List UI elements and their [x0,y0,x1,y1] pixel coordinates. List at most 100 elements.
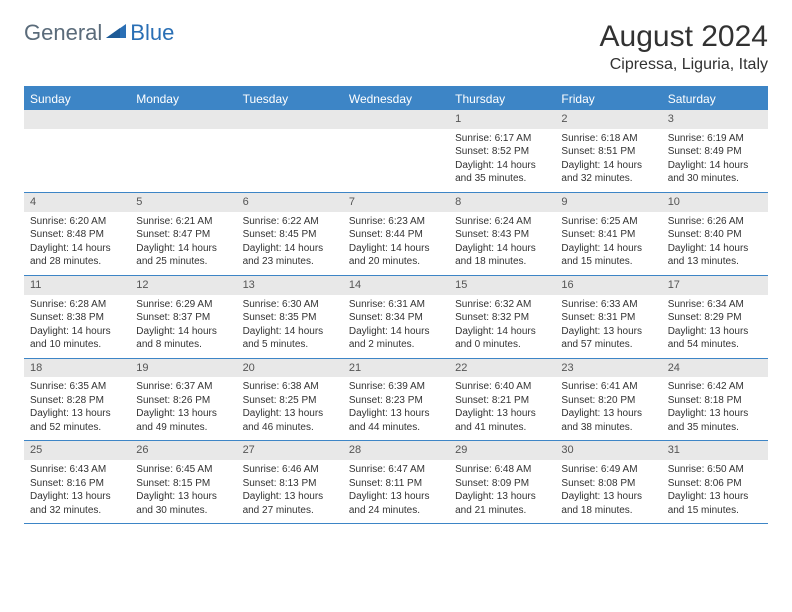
logo: General Blue [24,20,174,46]
week-row: 18Sunrise: 6:35 AMSunset: 8:28 PMDayligh… [24,359,768,442]
day-cell: 3Sunrise: 6:19 AMSunset: 8:49 PMDaylight… [662,110,768,192]
sunrise-line: Sunrise: 6:25 AM [561,215,655,229]
day-body: Sunrise: 6:47 AMSunset: 8:11 PMDaylight:… [343,460,449,523]
sunrise-line: Sunrise: 6:19 AM [668,132,762,146]
sunset-line: Sunset: 8:49 PM [668,145,762,159]
day-body: Sunrise: 6:24 AMSunset: 8:43 PMDaylight:… [449,212,555,275]
day-number: 4 [24,193,130,212]
day-cell: 6Sunrise: 6:22 AMSunset: 8:45 PMDaylight… [237,193,343,275]
sunset-line: Sunset: 8:52 PM [455,145,549,159]
sunset-line: Sunset: 8:25 PM [243,394,337,408]
daylight-line: Daylight: 13 hours and 15 minutes. [668,490,762,517]
day-body: Sunrise: 6:40 AMSunset: 8:21 PMDaylight:… [449,377,555,440]
day-number: 2 [555,110,661,129]
sunrise-line: Sunrise: 6:20 AM [30,215,124,229]
day-number: 11 [24,276,130,295]
daylight-line: Daylight: 14 hours and 32 minutes. [561,159,655,186]
day-number: 18 [24,359,130,378]
sunrise-line: Sunrise: 6:28 AM [30,298,124,312]
month-title: August 2024 [600,20,768,54]
day-number: 27 [237,441,343,460]
day-cell: 22Sunrise: 6:40 AMSunset: 8:21 PMDayligh… [449,359,555,441]
daylight-line: Daylight: 13 hours and 52 minutes. [30,407,124,434]
daylight-line: Daylight: 13 hours and 44 minutes. [349,407,443,434]
sunset-line: Sunset: 8:38 PM [30,311,124,325]
daylight-line: Daylight: 14 hours and 28 minutes. [30,242,124,269]
day-cell: 12Sunrise: 6:29 AMSunset: 8:37 PMDayligh… [130,276,236,358]
weekday-label: Saturday [662,88,768,110]
title-block: August 2024 Cipressa, Liguria, Italy [600,20,768,74]
sunset-line: Sunset: 8:43 PM [455,228,549,242]
sunset-line: Sunset: 8:06 PM [668,477,762,491]
week-row: 11Sunrise: 6:28 AMSunset: 8:38 PMDayligh… [24,276,768,359]
sunrise-line: Sunrise: 6:29 AM [136,298,230,312]
day-number: 30 [555,441,661,460]
daylight-line: Daylight: 14 hours and 18 minutes. [455,242,549,269]
sunset-line: Sunset: 8:08 PM [561,477,655,491]
day-cell: 1Sunrise: 6:17 AMSunset: 8:52 PMDaylight… [449,110,555,192]
sunrise-line: Sunrise: 6:50 AM [668,463,762,477]
weekday-row: SundayMondayTuesdayWednesdayThursdayFrid… [24,88,768,110]
day-body: Sunrise: 6:26 AMSunset: 8:40 PMDaylight:… [662,212,768,275]
sunrise-line: Sunrise: 6:26 AM [668,215,762,229]
sunrise-line: Sunrise: 6:35 AM [30,380,124,394]
sunrise-line: Sunrise: 6:18 AM [561,132,655,146]
day-cell: 29Sunrise: 6:48 AMSunset: 8:09 PMDayligh… [449,441,555,523]
sunset-line: Sunset: 8:13 PM [243,477,337,491]
sunset-line: Sunset: 8:26 PM [136,394,230,408]
sunrise-line: Sunrise: 6:38 AM [243,380,337,394]
day-number: 17 [662,276,768,295]
day-cell: 30Sunrise: 6:49 AMSunset: 8:08 PMDayligh… [555,441,661,523]
day-body: Sunrise: 6:28 AMSunset: 8:38 PMDaylight:… [24,295,130,358]
sunset-line: Sunset: 8:23 PM [349,394,443,408]
sunrise-line: Sunrise: 6:45 AM [136,463,230,477]
day-number: 26 [130,441,236,460]
daylight-line: Daylight: 13 hours and 38 minutes. [561,407,655,434]
day-body: Sunrise: 6:43 AMSunset: 8:16 PMDaylight:… [24,460,130,523]
daylight-line: Daylight: 13 hours and 57 minutes. [561,325,655,352]
day-number: 28 [343,441,449,460]
sunset-line: Sunset: 8:11 PM [349,477,443,491]
daylight-line: Daylight: 14 hours and 23 minutes. [243,242,337,269]
sunset-line: Sunset: 8:18 PM [668,394,762,408]
sunset-line: Sunset: 8:35 PM [243,311,337,325]
day-cell: 8Sunrise: 6:24 AMSunset: 8:43 PMDaylight… [449,193,555,275]
day-number: 14 [343,276,449,295]
daylight-line: Daylight: 14 hours and 13 minutes. [668,242,762,269]
day-body: Sunrise: 6:37 AMSunset: 8:26 PMDaylight:… [130,377,236,440]
sunset-line: Sunset: 8:48 PM [30,228,124,242]
sunset-line: Sunset: 8:16 PM [30,477,124,491]
day-number: 1 [449,110,555,129]
day-cell: 25Sunrise: 6:43 AMSunset: 8:16 PMDayligh… [24,441,130,523]
day-body: Sunrise: 6:41 AMSunset: 8:20 PMDaylight:… [555,377,661,440]
day-cell: 14Sunrise: 6:31 AMSunset: 8:34 PMDayligh… [343,276,449,358]
day-cell [343,110,449,192]
daylight-line: Daylight: 13 hours and 27 minutes. [243,490,337,517]
day-body: Sunrise: 6:33 AMSunset: 8:31 PMDaylight:… [555,295,661,358]
sunrise-line: Sunrise: 6:24 AM [455,215,549,229]
day-cell: 9Sunrise: 6:25 AMSunset: 8:41 PMDaylight… [555,193,661,275]
day-body: Sunrise: 6:42 AMSunset: 8:18 PMDaylight:… [662,377,768,440]
weeks-container: 1Sunrise: 6:17 AMSunset: 8:52 PMDaylight… [24,110,768,524]
sunset-line: Sunset: 8:37 PM [136,311,230,325]
sunrise-line: Sunrise: 6:23 AM [349,215,443,229]
day-number: 5 [130,193,236,212]
day-body: Sunrise: 6:31 AMSunset: 8:34 PMDaylight:… [343,295,449,358]
sunrise-line: Sunrise: 6:43 AM [30,463,124,477]
weekday-label: Sunday [24,88,130,110]
day-number: 8 [449,193,555,212]
sunrise-line: Sunrise: 6:21 AM [136,215,230,229]
day-body: Sunrise: 6:48 AMSunset: 8:09 PMDaylight:… [449,460,555,523]
day-number: 25 [24,441,130,460]
day-number: 20 [237,359,343,378]
day-cell: 18Sunrise: 6:35 AMSunset: 8:28 PMDayligh… [24,359,130,441]
daylight-line: Daylight: 14 hours and 20 minutes. [349,242,443,269]
weekday-label: Monday [130,88,236,110]
daylight-line: Daylight: 14 hours and 30 minutes. [668,159,762,186]
day-number [237,110,343,129]
weekday-label: Wednesday [343,88,449,110]
daylight-line: Daylight: 14 hours and 25 minutes. [136,242,230,269]
day-number: 19 [130,359,236,378]
day-cell: 26Sunrise: 6:45 AMSunset: 8:15 PMDayligh… [130,441,236,523]
day-cell: 20Sunrise: 6:38 AMSunset: 8:25 PMDayligh… [237,359,343,441]
